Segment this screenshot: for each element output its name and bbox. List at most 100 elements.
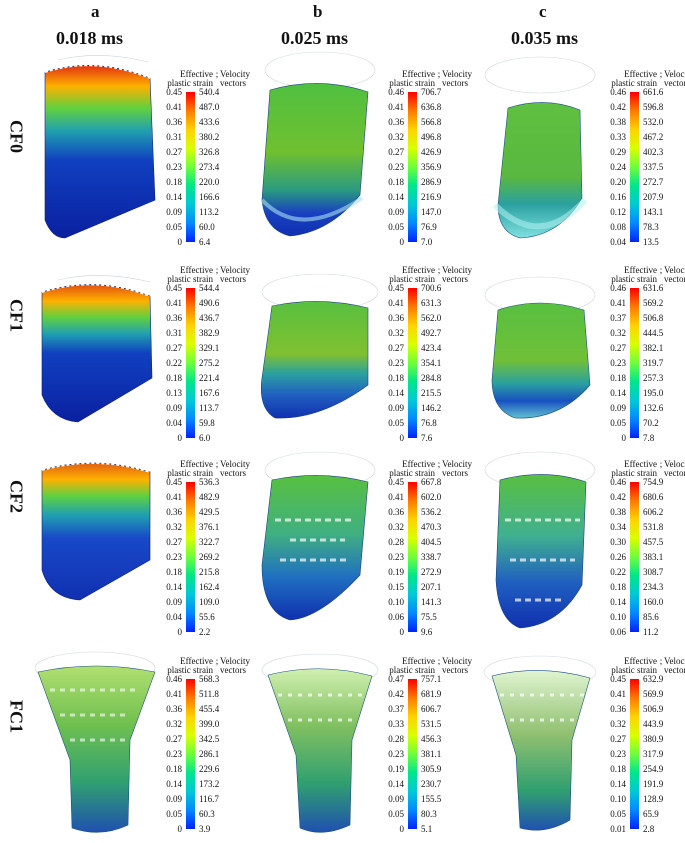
colorbar-cf2-b: Effective plastic strain; Velocity vectors 0…: [372, 460, 492, 642]
velocity-tick: 506.8: [643, 313, 664, 323]
velocity-tick: 221.4: [199, 373, 220, 383]
strain-tick: 0.37: [610, 313, 626, 323]
strain-tick: 0.46: [388, 87, 404, 97]
velocity-tick: 506.9: [643, 704, 664, 714]
strain-tick: 0.27: [166, 147, 182, 157]
strain-tick: 0.05: [388, 809, 404, 819]
strain-tick: 0.14: [166, 192, 182, 202]
velocity-tick: 11.2: [643, 627, 659, 637]
strain-tick: 0.05: [610, 809, 626, 819]
velocity-tick: 160.0: [643, 597, 664, 607]
strain-tick: 0: [399, 824, 405, 834]
strain-tick: 0.36: [166, 507, 182, 517]
velocity-tick: 317.9: [643, 749, 664, 759]
colorbar-gradient: [630, 679, 639, 829]
strain-tick: 0.29: [610, 147, 626, 157]
velocity-tick: 70.2: [643, 418, 659, 428]
strain-tick: 0.10: [610, 794, 626, 804]
panel-cf1-c: [484, 276, 596, 419]
strain-tick: 0.18: [166, 567, 182, 577]
velocity-tick: 257.3: [643, 373, 664, 383]
velocity-tick: 116.7: [199, 794, 219, 804]
velocity-tick: 443.9: [643, 719, 664, 729]
velocity-tick: 76.9: [421, 222, 437, 232]
label-separator: ;: [659, 265, 663, 275]
velocity-tick: 141.3: [421, 597, 442, 607]
velocity-tick: 531.8: [643, 522, 664, 532]
velocity-tick: 230.7: [421, 779, 442, 789]
strain-tick: 0.31: [166, 328, 182, 338]
strain-tick: 0.12: [610, 207, 626, 217]
strain-tick: 0.18: [166, 373, 182, 383]
colorbar-gradient: [630, 288, 639, 438]
strain-tick: 0.10: [388, 597, 404, 607]
velocity-tick: 569.2: [643, 298, 664, 308]
velocity-tick: 9.6: [421, 627, 433, 637]
strain-tick: 0.23: [388, 749, 404, 759]
velocity-tick: 275.2: [199, 358, 220, 368]
strain-tick: 0.41: [388, 102, 404, 112]
strain-label: Effective plastic strain: [389, 265, 435, 284]
strain-tick: 0.27: [388, 147, 404, 157]
colorbar-gradient: [186, 679, 195, 829]
strain-tick: 0.10: [610, 612, 626, 622]
velocity-tick: 492.7: [421, 328, 442, 338]
strain-tick: 0.36: [166, 704, 182, 714]
velocity-tick: 602.0: [421, 492, 442, 502]
velocity-tick: 65.9: [643, 809, 659, 819]
strain-tick: 0.18: [610, 373, 626, 383]
velocity-tick: 511.8: [199, 689, 219, 699]
strain-tick: 0.14: [610, 779, 626, 789]
strain-tick: 0.36: [388, 507, 404, 517]
velocity-tick: 55.6: [199, 612, 215, 622]
column-letter-c: c: [539, 2, 547, 21]
colorbar-fc1-a: Effective plastic strain; Velocity vectors 0…: [150, 657, 270, 839]
velocity-tick: 487.0: [199, 102, 220, 112]
velocity-tick: 433.6: [199, 117, 220, 127]
panel-cf2-b: [261, 451, 376, 621]
velocity-tick: 269.2: [199, 552, 220, 562]
velocity-tick: 667.8: [421, 477, 442, 487]
strain-tick: 0.46: [166, 674, 182, 684]
strain-tick: 0.38: [610, 117, 626, 127]
strain-tick: 0.23: [388, 358, 404, 368]
velocity-tick: 470.3: [421, 522, 442, 532]
velocity-tick: 234.3: [643, 582, 664, 592]
colorbar-fc1-b: Effective plastic strain; Velocity vectors 0…: [372, 657, 492, 839]
velocity-tick: 59.8: [199, 418, 215, 428]
strain-tick: 0.27: [610, 343, 626, 353]
strain-tick: 0.18: [610, 582, 626, 592]
velocity-tick: 680.6: [643, 492, 664, 502]
strain-tick: 0.05: [166, 809, 182, 819]
velocity-tick: 113.7: [199, 403, 219, 413]
strain-tick: 0.05: [388, 222, 404, 232]
strain-tick: 0.14: [388, 779, 404, 789]
velocity-tick: 80.3: [421, 809, 437, 819]
strain-label: Effective plastic strain: [389, 69, 435, 88]
velocity-tick: 128.9: [643, 794, 664, 804]
velocity-tick: 60.0: [199, 222, 215, 232]
velocity-tick: 380.2: [199, 132, 220, 142]
strain-label: Effective plastic strain: [167, 265, 213, 284]
strain-tick: 0.09: [388, 794, 404, 804]
velocity-tick: 162.4: [199, 582, 220, 592]
velocity-tick: 531.5: [421, 719, 442, 729]
strain-tick: 0.18: [610, 764, 626, 774]
panel-cf2-c: [484, 451, 596, 629]
panel-fc1-c: [483, 655, 597, 831]
velocity-tick: 562.0: [421, 313, 442, 323]
strain-tick: 0.18: [388, 373, 404, 383]
velocity-tick: 429.5: [199, 507, 220, 517]
strain-tick: 0.45: [388, 477, 404, 487]
velocity-tick: 5.1: [421, 824, 433, 834]
strain-tick: 0.32: [610, 719, 626, 729]
strain-tick: 0.14: [610, 388, 626, 398]
label-separator: ;: [659, 459, 663, 469]
velocity-tick: 286.1: [199, 749, 220, 759]
panel-cf0-c: [484, 56, 596, 239]
label-separator: ;: [659, 656, 663, 666]
velocity-tick: 76.8: [421, 418, 437, 428]
